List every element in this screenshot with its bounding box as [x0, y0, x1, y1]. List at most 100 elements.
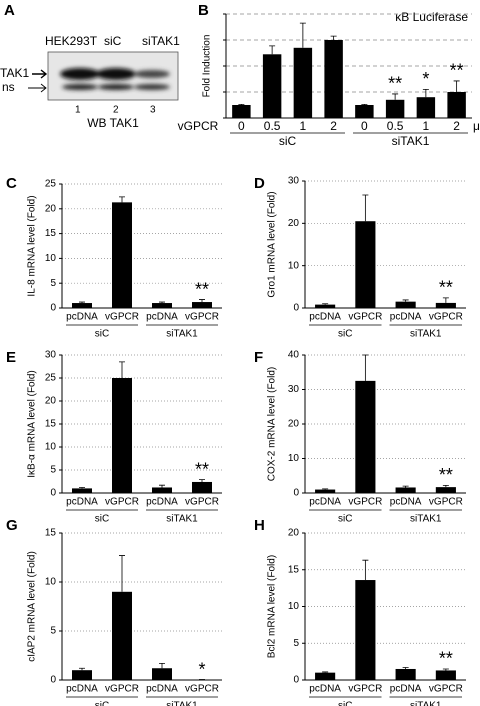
y-tick-label: 40	[288, 350, 300, 361]
group-label: siTAK1	[166, 514, 198, 525]
lane-number: 1	[75, 105, 81, 116]
y-tick-label: 0	[293, 303, 299, 314]
x-tick-label: pcDNA	[66, 497, 98, 508]
x-tick-label: pcDNA	[390, 497, 422, 508]
error-bar	[238, 103, 245, 105]
error-bar	[322, 303, 329, 305]
x-tick-label: pcDNA	[390, 312, 422, 323]
error-bar	[322, 671, 329, 673]
y-tick-label: 10	[45, 577, 57, 588]
bar	[355, 221, 376, 308]
y-tick-label: 5	[50, 278, 56, 289]
group-label: siC	[338, 329, 352, 340]
bar	[355, 380, 376, 493]
band-label: ns	[2, 80, 15, 94]
y-tick-label: 20	[288, 528, 300, 539]
x-tick-label: vGPCR	[185, 312, 219, 323]
significance: **	[439, 649, 453, 669]
y-tick-label: 10	[288, 601, 300, 612]
group-label: siC	[95, 701, 109, 706]
bar	[416, 97, 436, 118]
error-bar	[362, 354, 369, 381]
chart-title: κB Luciferase	[395, 10, 468, 24]
error-bar	[402, 667, 409, 669]
y-tick-label: 30	[288, 384, 300, 395]
x-tick-label: vGPCR	[105, 312, 139, 323]
blot-bands	[60, 68, 170, 90]
blot-panel: A HEK293T siC siTAK1 TAK1 ns 1 2 3 WB TA…	[0, 2, 180, 130]
x-tick-label: pcDNA	[309, 497, 341, 508]
y-tick-label: 0	[50, 675, 56, 686]
x-tick-label: 0.5	[264, 119, 281, 133]
panel-letter: D	[254, 175, 265, 192]
x-tick-label: pcDNA	[146, 684, 178, 695]
bar	[324, 40, 343, 118]
significance: **	[195, 459, 209, 479]
y-tick-label: 20	[45, 203, 57, 214]
group-label: siC	[95, 329, 109, 340]
group-label: siTAK1	[410, 329, 442, 340]
bar	[112, 591, 132, 680]
x-tick-label: vGPCR	[105, 684, 139, 695]
lane-number: 2	[113, 105, 119, 116]
error-bar	[299, 22, 306, 48]
error-bar	[330, 35, 337, 40]
group-label: siTAK1	[392, 134, 430, 148]
error-bar	[79, 301, 85, 304]
bar	[152, 668, 172, 680]
error-bar	[159, 301, 165, 304]
error-bar	[392, 93, 399, 100]
y-axis-label: Bcl2 mRNA level (Fold)	[267, 555, 278, 658]
error-bar	[159, 662, 165, 669]
y-tick-label: 25	[45, 179, 57, 190]
group-label: siTAK1	[410, 514, 442, 525]
significance: **	[450, 61, 464, 81]
group-label: siTAK1	[410, 701, 442, 706]
x-tick-label: pcDNA	[146, 497, 178, 508]
bar	[293, 47, 313, 118]
panel-letter: F	[254, 349, 263, 366]
y-tick-label: 30	[288, 176, 300, 187]
bar	[395, 487, 416, 493]
panel-letter: C	[6, 175, 17, 192]
error-bar	[79, 667, 85, 671]
bar	[192, 302, 212, 308]
y-tick-label: 0	[50, 488, 56, 499]
x-tick-label: 1	[423, 119, 430, 133]
x-tick-label: vGPCR	[348, 312, 382, 323]
x-tick-label: vGPCR	[185, 684, 219, 695]
bar	[152, 303, 172, 308]
bar	[355, 580, 376, 680]
bar	[435, 670, 456, 680]
y-axis-label: IκB-α mRNA level (Fold)	[27, 370, 38, 477]
y-tick-label: 5	[50, 465, 56, 476]
y-tick-label: 0	[293, 488, 299, 499]
bar	[355, 105, 374, 118]
y-tick-label: 5	[293, 638, 299, 649]
x-tick-label: vGPCR	[348, 497, 382, 508]
significance: **	[195, 279, 209, 299]
error-bar	[442, 668, 449, 671]
x-tick-label: 2	[453, 119, 460, 133]
x-tick-label: vGPCR	[429, 312, 463, 323]
x-tick-label: pcDNA	[146, 312, 178, 323]
error-bar	[119, 196, 125, 203]
panel-letter: E	[6, 349, 16, 366]
y-tick-label: 10	[288, 453, 300, 464]
x-tick-label: pcDNA	[66, 684, 98, 695]
bar	[152, 487, 172, 493]
error-bar	[362, 194, 369, 222]
x-tick-label: pcDNA	[390, 684, 422, 695]
significance: *	[422, 69, 429, 89]
x-tick-label: pcDNA	[309, 684, 341, 695]
x-tick-label: 2	[330, 119, 337, 133]
bar	[447, 92, 466, 118]
x-unit: μg	[473, 119, 480, 133]
group-label: siC	[338, 514, 352, 525]
y-tick-label: 15	[288, 564, 300, 575]
bar	[315, 489, 336, 493]
group-label: siTAK1	[166, 701, 198, 706]
lane-label: HEK293T	[45, 34, 98, 48]
error-bar	[453, 80, 460, 92]
significance: **	[388, 74, 402, 94]
